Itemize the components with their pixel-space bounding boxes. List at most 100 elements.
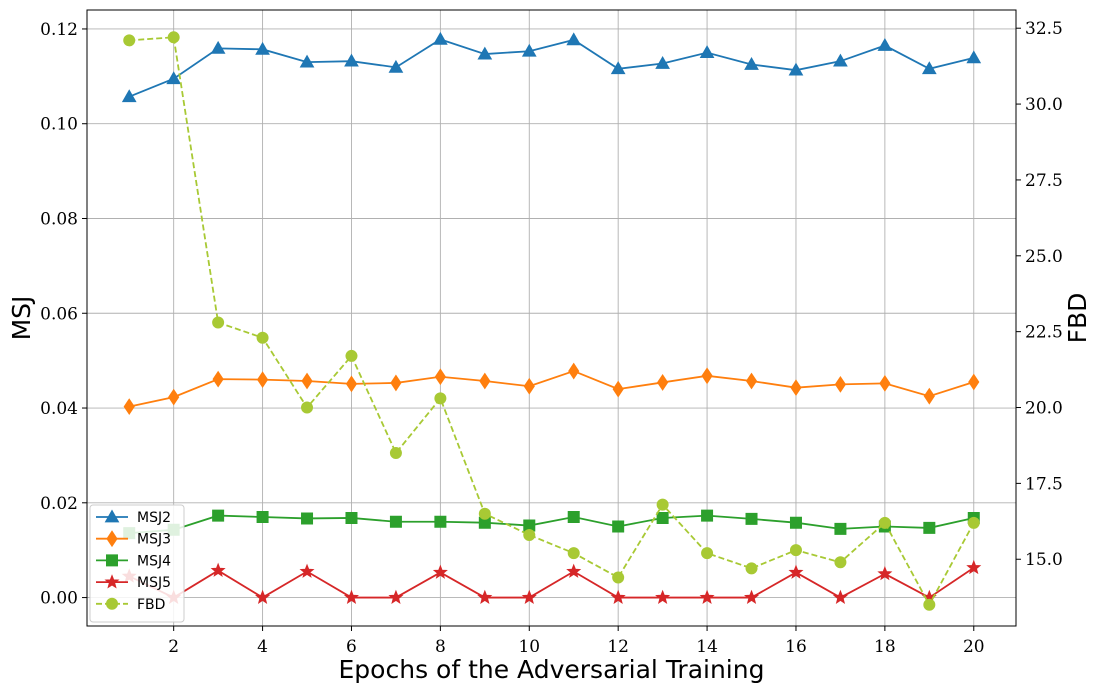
right-y-tick-label: 15.0 (1025, 550, 1063, 570)
series-msj3 (123, 362, 980, 416)
data-point-msj5 (744, 589, 760, 604)
x-tick-label: 14 (696, 637, 718, 657)
data-point-msj3 (612, 380, 624, 398)
data-point-msj4 (256, 511, 269, 524)
data-point-msj5 (432, 564, 448, 579)
data-point-msj4 (389, 515, 402, 528)
data-point-msj3 (256, 371, 269, 389)
legend-label: MSJ3 (137, 532, 171, 548)
legend-marker (104, 574, 120, 589)
series-line-msj2 (128, 38, 974, 98)
data-point-fbd (256, 331, 269, 344)
grid (87, 10, 1016, 626)
x-tick-label: 16 (785, 637, 807, 657)
data-point-msj2 (121, 89, 137, 103)
data-point-msj5 (610, 589, 626, 604)
left-y-axis-title: MSJ (7, 296, 36, 341)
data-point-msj5 (788, 564, 804, 579)
data-point-msj5 (210, 562, 226, 577)
data-point-msj2 (610, 61, 626, 75)
legend-label: MSJ4 (137, 553, 171, 569)
data-point-msj2 (521, 43, 537, 57)
data-point-msj3 (968, 373, 980, 391)
data-point-msj3 (701, 367, 713, 385)
data-point-msj3 (523, 377, 535, 395)
data-point-msj3 (123, 398, 135, 416)
data-point-msj2 (921, 61, 937, 75)
data-point-msj3 (345, 375, 358, 393)
legend-entry: MSJ4 (96, 553, 171, 569)
left-y-tick-label: 0.10 (40, 115, 78, 135)
data-point-fbd (878, 516, 891, 529)
x-tick-label: 10 (518, 637, 540, 657)
right-y-tick-label: 20.0 (1025, 399, 1063, 419)
x-tick-label: 20 (963, 637, 985, 657)
data-point-fbd (478, 507, 491, 520)
data-point-msj2 (877, 38, 893, 51)
data-point-fbd (167, 31, 180, 44)
legend-label: MSJ5 (137, 575, 171, 591)
series-line-fbd (129, 36, 975, 607)
data-point-fbd (389, 447, 402, 460)
data-point-msj4 (923, 521, 936, 534)
data-point-msj5 (566, 563, 582, 578)
data-point-msj2 (433, 31, 448, 45)
data-point-msj2 (210, 40, 226, 54)
data-point-fbd (923, 598, 936, 611)
legend-entry: MSJ5 (96, 574, 171, 591)
data-point-msj5 (299, 563, 315, 578)
series-fbd (123, 31, 980, 611)
data-point-msj4 (701, 509, 714, 522)
x-tick-label: 8 (435, 637, 446, 657)
data-point-fbd (834, 556, 847, 569)
series-msj4 (123, 509, 980, 540)
right-y-tick-label: 32.5 (1025, 19, 1063, 39)
data-point-msj4 (434, 515, 447, 528)
data-point-msj4 (789, 516, 802, 529)
right-y-tick-label: 22.5 (1025, 323, 1063, 343)
data-point-fbd (656, 498, 669, 511)
data-point-msj3 (568, 362, 580, 380)
legend: MSJ2 MSJ3 MSJ4 MSJ5 FBD (89, 504, 185, 623)
data-point-msj5 (877, 566, 893, 581)
data-point-msj2 (388, 59, 404, 73)
right-y-tick-label: 30.0 (1025, 95, 1063, 115)
left-y-tick-label: 0.06 (40, 304, 78, 324)
data-point-fbd (212, 316, 225, 329)
data-point-msj3 (790, 379, 802, 397)
series-msj2 (121, 31, 982, 103)
data-point-msj5 (343, 589, 359, 604)
left-y-tick-label: 0.04 (40, 399, 78, 419)
legend-label: MSJ2 (137, 510, 171, 526)
data-point-msj2 (744, 56, 759, 70)
data-point-fbd (612, 571, 625, 584)
x-tick-label: 4 (257, 637, 268, 657)
data-point-msj2 (655, 56, 670, 69)
data-point-fbd (567, 547, 580, 560)
data-point-msj3 (168, 388, 180, 406)
data-point-msj3 (301, 372, 313, 390)
data-point-msj2 (166, 71, 182, 85)
left-y-tick-label: 0.00 (40, 589, 78, 609)
series-line-msj4 (129, 514, 974, 535)
data-point-msj3 (390, 374, 402, 392)
data-point-msj3 (657, 374, 669, 391)
data-point-msj2 (299, 54, 315, 68)
data-point-msj2 (788, 62, 804, 76)
data-point-msj5 (699, 589, 715, 604)
data-point-msj5 (255, 589, 271, 604)
data-point-fbd (701, 547, 714, 560)
data-point-msj2 (699, 45, 715, 59)
left-y-tick-label: 0.12 (40, 20, 78, 40)
data-point-msj3 (745, 372, 758, 390)
data-point-msj2 (344, 53, 359, 67)
data-point-msj5 (521, 589, 537, 604)
data-point-msj4 (212, 509, 225, 522)
data-point-msj4 (612, 520, 625, 533)
plot-frame (86, 9, 1017, 627)
data-point-msj2 (477, 46, 493, 60)
axis-ticks: 2 4 6 8 10 12 14 16 18 20 0.00 0.02 0.04 0.06 0.08 0.10… (40, 19, 1063, 657)
x-axis-title: Epochs of the Adversarial Training (339, 655, 765, 684)
data-point-msj5 (477, 589, 493, 604)
data-point-msj2 (966, 50, 982, 64)
